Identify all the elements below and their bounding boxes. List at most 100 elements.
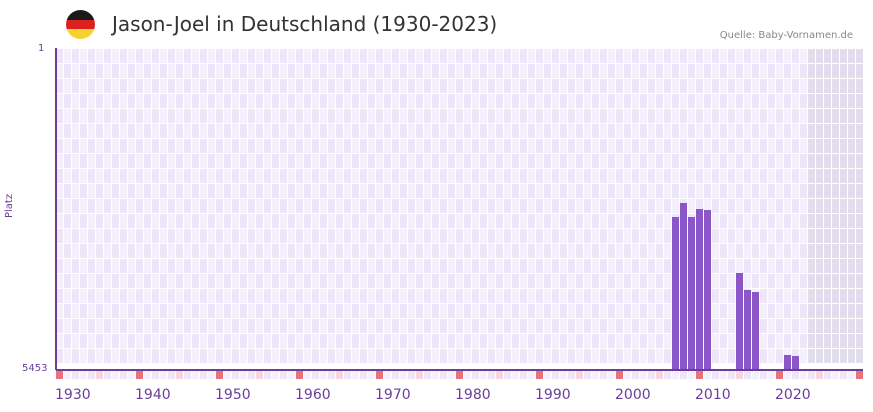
grid-column	[264, 48, 272, 370]
year-mark	[680, 371, 687, 379]
grid-column	[424, 48, 432, 370]
bar-2010[interactable]	[696, 209, 703, 370]
year-mark	[136, 371, 143, 379]
year-mark	[472, 371, 479, 379]
grid-column	[232, 48, 240, 370]
year-mark	[800, 371, 807, 379]
grid-column	[272, 48, 280, 370]
year-mark	[416, 371, 423, 379]
year-mark	[216, 371, 223, 379]
grid-column	[496, 48, 504, 370]
grid-column	[208, 48, 216, 370]
grid-column	[800, 48, 808, 370]
grid-column	[416, 48, 424, 370]
year-mark	[808, 371, 815, 379]
grid-column	[296, 48, 304, 370]
year-mark	[608, 371, 615, 379]
grid-column	[720, 48, 728, 370]
year-mark	[368, 371, 375, 379]
year-mark	[544, 371, 551, 379]
grid-column	[368, 48, 376, 370]
bar-2007[interactable]	[672, 217, 679, 370]
year-mark	[496, 371, 503, 379]
year-mark	[208, 371, 215, 379]
grid-column	[608, 48, 616, 370]
grid-column	[248, 48, 256, 370]
source-label: Quelle: Baby-Vornamen.de	[719, 30, 853, 41]
year-mark	[72, 371, 79, 379]
year-mark	[552, 371, 559, 379]
year-mark	[384, 371, 391, 379]
bar-2011[interactable]	[704, 210, 711, 370]
grid-column	[392, 48, 400, 370]
grid-column	[520, 48, 528, 370]
year-mark	[664, 371, 671, 379]
year-mark	[776, 371, 783, 379]
bar-2009[interactable]	[688, 217, 695, 370]
year-mark	[744, 371, 751, 379]
grid-column	[560, 48, 568, 370]
grid-column	[352, 48, 360, 370]
year-mark	[640, 371, 647, 379]
grid-column	[776, 48, 784, 370]
bar-2016[interactable]	[744, 289, 751, 370]
grid-column	[544, 48, 552, 370]
grid-column	[808, 48, 816, 370]
grid-column	[768, 48, 776, 370]
x-tick: 1990	[535, 387, 571, 403]
year-mark	[280, 371, 287, 379]
bar-2008[interactable]	[680, 202, 687, 370]
year-mark	[144, 371, 151, 379]
year-mark	[456, 371, 463, 379]
grid-column	[104, 48, 112, 370]
grid-column	[816, 48, 824, 370]
year-mark	[56, 371, 63, 379]
year-mark	[88, 371, 95, 379]
year-mark	[432, 371, 439, 379]
grid-column	[792, 48, 800, 370]
bar-2021[interactable]	[784, 355, 791, 370]
grid-column	[328, 48, 336, 370]
grid-column	[256, 48, 264, 370]
year-mark	[352, 371, 359, 379]
y-axis-label: Platz	[4, 193, 15, 218]
grid-column	[856, 48, 864, 370]
year-mark	[248, 371, 255, 379]
year-mark	[528, 371, 535, 379]
year-mark	[168, 371, 175, 379]
year-mark	[696, 371, 703, 379]
bar-2015[interactable]	[736, 273, 743, 370]
grid-column	[240, 48, 248, 370]
year-mark	[288, 371, 295, 379]
bar-2017[interactable]	[752, 291, 759, 370]
year-mark	[832, 371, 839, 379]
year-mark	[160, 371, 167, 379]
grid-column	[536, 48, 544, 370]
grid-column	[96, 48, 104, 370]
grid-column	[840, 48, 848, 370]
year-mark	[720, 371, 727, 379]
year-mark	[128, 371, 135, 379]
year-mark	[752, 371, 759, 379]
grid-column	[120, 48, 128, 370]
grid-column	[832, 48, 840, 370]
x-tick: 1960	[295, 387, 331, 403]
year-mark	[96, 371, 103, 379]
year-mark	[296, 371, 303, 379]
year-mark	[488, 371, 495, 379]
year-mark	[688, 371, 695, 379]
grid-column	[408, 48, 416, 370]
bar-2022[interactable]	[792, 356, 799, 370]
year-mark	[392, 371, 399, 379]
x-tick: 2000	[615, 387, 651, 403]
x-tick: 2020	[775, 387, 811, 403]
year-mark	[760, 371, 767, 379]
year-mark	[648, 371, 655, 379]
year-mark	[240, 371, 247, 379]
year-mark	[616, 371, 623, 379]
year-mark	[568, 371, 575, 379]
year-mark	[304, 371, 311, 379]
grid-column	[384, 48, 392, 370]
grid-column	[304, 48, 312, 370]
